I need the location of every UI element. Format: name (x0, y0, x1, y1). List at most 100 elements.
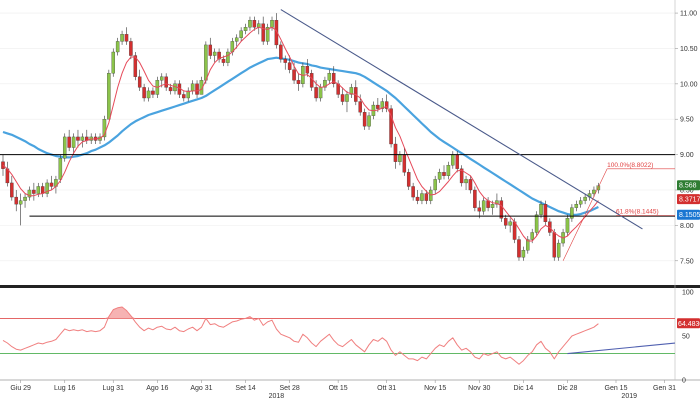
price-badge: 8.3717 (677, 194, 700, 205)
candle-body-down (279, 44, 283, 60)
year-label: 2019 (621, 393, 637, 400)
candle-body-up (490, 204, 495, 208)
candlestick (406, 168, 411, 190)
candle-body-down (10, 182, 14, 198)
candle-body-up (120, 34, 124, 42)
candlestick (477, 200, 482, 219)
candle-body-down (415, 196, 420, 201)
candle-body-down (292, 69, 296, 81)
candle-body-down (512, 221, 517, 240)
price-badge-background (677, 209, 700, 220)
candlestick (565, 214, 570, 236)
candle-body-up (570, 207, 574, 219)
candle-body-up (248, 20, 252, 28)
candle-body-down (195, 83, 199, 95)
candlestick (58, 154, 63, 183)
candle-body-down (543, 204, 548, 222)
price-tick-label: 11.00 (680, 11, 697, 18)
fibonacci-line (562, 168, 608, 261)
candlestick (45, 179, 49, 198)
candle-body-down (274, 20, 279, 46)
candlestick (142, 83, 146, 102)
candle-body-down (168, 87, 173, 92)
candle-body-down (406, 172, 411, 187)
candlestick (234, 34, 239, 49)
candle-body-up (495, 200, 499, 205)
candlestick (578, 197, 583, 208)
candle-body-down (376, 104, 380, 109)
candlestick (305, 59, 310, 77)
date-tick-label: Ott 31 (377, 385, 396, 392)
candlestick (287, 55, 292, 74)
candlestick (446, 161, 451, 180)
candle-body-up (565, 218, 570, 233)
candle-body-down (67, 136, 71, 148)
candle-body-up (526, 239, 530, 251)
date-tick-label: Ago 16 (146, 385, 168, 392)
price-tick-label: 8.00 (680, 223, 694, 230)
candle-body-up (107, 73, 111, 120)
annotation-lines-layer: 100.0%(8.8022) 61.8%(8.1445) (0, 9, 675, 261)
candle-body-down (32, 189, 36, 194)
date-tick-label: Lug 31 (103, 385, 125, 392)
price-badge-background (677, 180, 700, 191)
candlestick (468, 175, 473, 194)
candlestick (442, 165, 446, 180)
candle-body-up (146, 90, 151, 99)
candle-body-down (283, 58, 287, 63)
candlestick (23, 193, 27, 208)
candle-body-down (151, 90, 155, 95)
candle-body-up (345, 94, 349, 102)
candle-body-down (477, 207, 482, 212)
date-tick-label: Gen 31 (653, 385, 676, 392)
candle-body-down (331, 73, 336, 84)
rsi-trendline (567, 342, 676, 355)
candle-body-up (539, 204, 543, 215)
candle-body-down (393, 143, 398, 162)
candle-body-down (358, 101, 362, 113)
candle-body-down (314, 87, 318, 99)
candle-body-up (58, 158, 63, 180)
candlestick (27, 186, 32, 201)
candle-body-up (111, 51, 116, 74)
candle-body-up (243, 27, 248, 31)
candlestick (433, 175, 437, 194)
candle-body-up (71, 136, 76, 148)
candlestick (570, 204, 574, 222)
candlestick (71, 133, 76, 155)
downtrend-line (280, 9, 643, 230)
candlestick (182, 90, 186, 102)
candle-body-down (503, 218, 508, 226)
candlestick (80, 133, 85, 148)
candle-body-up (115, 41, 120, 53)
rsi-tick-label: 100 (682, 290, 694, 297)
candle-body-up (27, 189, 32, 198)
fibonacci-label: 61.8%(8.1445) (616, 208, 659, 215)
candle-body-up (433, 179, 437, 191)
candle-body-up (583, 196, 587, 201)
candle-body-down (305, 66, 310, 74)
candle-body-down (49, 182, 54, 187)
candlestick (115, 37, 120, 56)
candlestick (499, 197, 504, 222)
candle-body-up (446, 165, 451, 176)
candle-body-up (45, 182, 49, 194)
candlestick (283, 55, 287, 70)
candle-body-up (186, 90, 190, 99)
price-badge-background (677, 194, 700, 205)
candle-body-up (481, 200, 486, 212)
date-tick-label: Lug 16 (54, 385, 76, 392)
candlestick (248, 16, 252, 31)
candle-body-up (380, 101, 385, 109)
candlestick (596, 182, 601, 194)
candle-body-down (552, 232, 557, 258)
candle-body-up (398, 154, 402, 162)
candlestick (503, 214, 508, 229)
candle-body-up (556, 242, 561, 258)
candle-body-up (534, 214, 539, 233)
candle-body-up (367, 115, 371, 127)
fibonacci-label: 100.0%(8.8022) (607, 162, 653, 169)
candlestick (279, 41, 283, 63)
date-tick-label: Dic 14 (513, 385, 533, 392)
